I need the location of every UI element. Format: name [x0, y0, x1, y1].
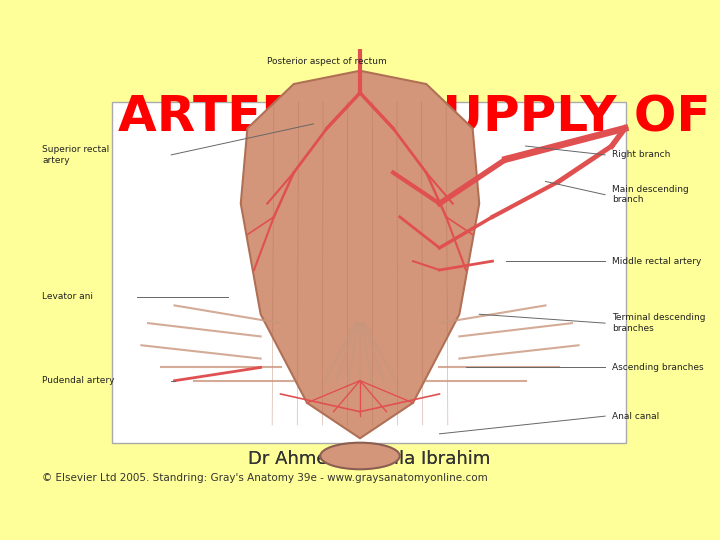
Text: © Elsevier Ltd 2005. Standring: Gray's Anatomy 39e - www.graysanatomyonline.com: © Elsevier Ltd 2005. Standring: Gray's A…: [42, 472, 487, 483]
Ellipse shape: [320, 443, 400, 469]
Text: Dr Ahmed Fathalla Ibrahim: Dr Ahmed Fathalla Ibrahim: [248, 450, 490, 468]
Text: Middle rectal artery: Middle rectal artery: [612, 256, 701, 266]
Text: Levator ani: Levator ani: [42, 292, 93, 301]
Text: Right branch: Right branch: [612, 150, 670, 159]
Text: Anal canal: Anal canal: [612, 411, 659, 421]
Text: Terminal descending
branches: Terminal descending branches: [612, 313, 705, 333]
Text: Main descending
branch: Main descending branch: [612, 185, 688, 205]
Text: ARTERIAL SUPPLY OF RECTUM: ARTERIAL SUPPLY OF RECTUM: [118, 94, 720, 142]
Text: Pudendal artery: Pudendal artery: [42, 376, 114, 385]
Text: Ascending branches: Ascending branches: [612, 363, 703, 372]
Text: Dr Ahmed Fathalla Ibrahim: Dr Ahmed Fathalla Ibrahim: [248, 450, 490, 468]
Text: Posterior aspect of rectum: Posterior aspect of rectum: [267, 57, 387, 66]
Polygon shape: [240, 71, 480, 438]
FancyBboxPatch shape: [112, 102, 626, 443]
Text: Superior rectal
artery: Superior rectal artery: [42, 145, 109, 165]
